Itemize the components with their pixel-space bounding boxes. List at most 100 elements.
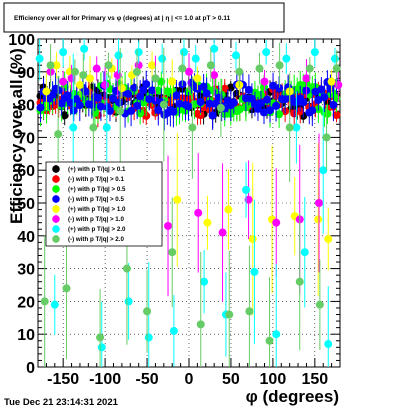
- data-point: [113, 71, 122, 80]
- y-tick-label: 80: [17, 98, 35, 115]
- data-point: [244, 195, 253, 204]
- data-point: [235, 105, 244, 114]
- data-point: [143, 307, 152, 316]
- legend: (+) with p T/|q| > 0.1 (-) with p T/|q| >…: [45, 161, 163, 247]
- data-point: [169, 326, 178, 335]
- data-point: [159, 100, 168, 109]
- data-point: [245, 307, 254, 316]
- data-point: [263, 95, 272, 104]
- data-point: [168, 248, 177, 257]
- x-tick-label: 150: [301, 371, 328, 388]
- data-point: [218, 228, 227, 237]
- data-point: [332, 110, 341, 119]
- data-series: [35, 39, 343, 367]
- y-tick-label: 60: [17, 163, 35, 180]
- data-point: [148, 61, 157, 70]
- data-point: [226, 83, 235, 92]
- data-point: [154, 86, 163, 95]
- series-5: [42, 51, 336, 316]
- data-point: [305, 64, 314, 73]
- y-tick-label: 50: [17, 196, 35, 213]
- data-point: [210, 44, 219, 53]
- x-tick-label: 100: [260, 371, 287, 388]
- data-point: [136, 92, 145, 101]
- data-point: [320, 93, 329, 102]
- x-tick-label: -100: [89, 371, 121, 388]
- data-point: [196, 320, 205, 329]
- series-7: [35, 39, 339, 367]
- data-point: [134, 48, 143, 57]
- data-point: [144, 333, 153, 342]
- series-8: [40, 42, 341, 367]
- data-point: [314, 215, 323, 224]
- data-point: [295, 277, 304, 286]
- data-point: [59, 48, 68, 57]
- data-point: [69, 106, 78, 115]
- data-point: [60, 111, 69, 120]
- data-point: [308, 106, 317, 115]
- data-point: [35, 54, 44, 63]
- data-point: [122, 264, 131, 273]
- data-point: [168, 77, 177, 86]
- data-point: [282, 54, 291, 63]
- data-point: [133, 101, 142, 110]
- data-point: [178, 64, 187, 73]
- y-tick-label: 30: [17, 262, 35, 279]
- data-point: [158, 54, 167, 63]
- data-point: [117, 84, 126, 93]
- x-tick-label: 50: [222, 371, 240, 388]
- data-point: [79, 71, 88, 80]
- data-point: [324, 340, 333, 349]
- data-point: [115, 98, 124, 107]
- data-point: [148, 86, 157, 95]
- legend-label: (+) with p T/|q| > 1.0: [68, 206, 126, 213]
- data-point: [105, 106, 114, 115]
- data-point: [86, 74, 95, 83]
- axis-ticks: -150 -100 -50 0 50 100 150 0 10 20 30 40 50 60 70 80 90 1…: [8, 32, 341, 388]
- data-point: [225, 310, 234, 319]
- x-tick-label: 0: [185, 371, 194, 388]
- legend-label: (+) with p T/|q| > 2.0: [68, 226, 126, 233]
- data-point: [235, 67, 244, 76]
- data-point: [272, 101, 281, 110]
- data-point: [42, 87, 51, 96]
- data-point: [169, 107, 178, 116]
- data-point: [326, 84, 335, 93]
- data-point: [124, 297, 133, 306]
- data-point: [179, 48, 188, 57]
- data-point: [220, 84, 229, 93]
- data-point: [36, 103, 45, 112]
- data-point: [59, 77, 68, 86]
- data-point: [327, 77, 336, 86]
- data-point: [157, 77, 166, 86]
- data-point: [72, 95, 81, 104]
- data-point: [300, 248, 309, 257]
- data-point: [265, 336, 274, 345]
- data-point: [196, 98, 205, 107]
- data-point: [292, 123, 301, 132]
- data-point: [191, 54, 200, 63]
- data-point: [224, 205, 233, 214]
- data-point: [154, 105, 163, 114]
- data-point: [311, 87, 320, 96]
- data-point: [231, 51, 240, 60]
- data-point: [255, 64, 264, 73]
- data-point: [116, 107, 125, 116]
- data-point: [299, 98, 308, 107]
- legend-label: (+) with p T/|q| > 0.5: [68, 186, 126, 193]
- data-point: [81, 87, 90, 96]
- y-tick-label: 100: [8, 32, 35, 49]
- y-tick-label: 40: [17, 229, 35, 246]
- data-point: [101, 80, 110, 89]
- data-point: [329, 100, 338, 109]
- data-point: [216, 103, 225, 112]
- data-point: [97, 343, 106, 352]
- data-point: [272, 330, 281, 339]
- data-point: [75, 80, 84, 89]
- data-point: [266, 106, 275, 115]
- data-point: [185, 67, 193, 76]
- x-tick-label: -50: [135, 371, 158, 388]
- data-point: [50, 300, 59, 309]
- data-point: [54, 86, 63, 95]
- data-point: [89, 123, 98, 132]
